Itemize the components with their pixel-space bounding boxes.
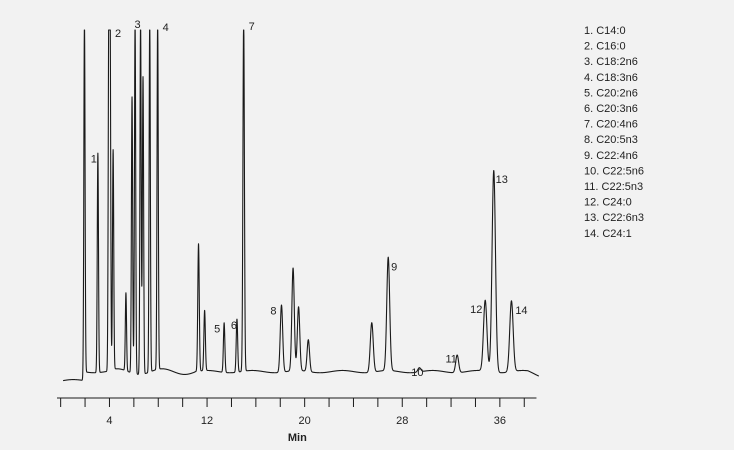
legend-item: 3. C18:2n6: [584, 56, 638, 68]
peak-label: 13: [496, 174, 508, 186]
peak-label: 3: [135, 19, 141, 31]
legend-item: 10. C22:5n6: [584, 165, 644, 177]
peak-label: 6: [231, 320, 237, 332]
x-tick-label: 20: [299, 415, 311, 427]
legend-item: 8. C20:5n3: [584, 134, 638, 146]
x-tick-label: 36: [494, 415, 506, 427]
legend-item: 11. C22:5n3: [584, 181, 643, 193]
legend-item: 5. C20:2n6: [584, 87, 638, 99]
legend-item: 13. C22:6n3: [584, 212, 644, 224]
legend: 1. C14:0 2. C16:0 3. C18:2n6 4. C18:3n6 5. C…: [584, 25, 644, 240]
peak-label: 4: [163, 22, 169, 34]
x-axis-title: Min: [288, 432, 307, 444]
legend-item: 2. C16:0: [584, 41, 626, 53]
peak-label: 12: [470, 304, 482, 316]
legend-item: 6. C20:3n6: [584, 103, 638, 115]
legend-item: 12. C24:0: [584, 197, 632, 209]
peak-label: 10: [411, 367, 423, 379]
peak-label: 2: [115, 28, 121, 40]
peak-label: 8: [270, 306, 276, 318]
x-tick-label: 28: [396, 415, 408, 427]
peak-label: 1: [91, 154, 97, 166]
legend-item: 4. C18:3n6: [584, 72, 638, 84]
chromatogram-trace: [62, 29, 540, 382]
x-tick-label: 12: [201, 415, 213, 427]
x-tick-label: 4: [106, 415, 112, 427]
peak-label: 7: [249, 21, 255, 33]
legend-item: 14. C24:1: [584, 228, 632, 240]
legend-item: 7. C20:4n6: [584, 119, 638, 131]
peak-label: 14: [515, 305, 527, 317]
peak-label: 9: [391, 262, 397, 274]
peak-label: 11: [445, 353, 456, 365]
peak-label: 5: [214, 323, 220, 335]
legend-item: 9. C22:4n6: [584, 150, 638, 162]
legend-item: 1. C14:0: [584, 25, 626, 37]
trace-layer: [62, 29, 540, 382]
x-axis: 4 12 20 28 36 Min: [57, 397, 537, 444]
